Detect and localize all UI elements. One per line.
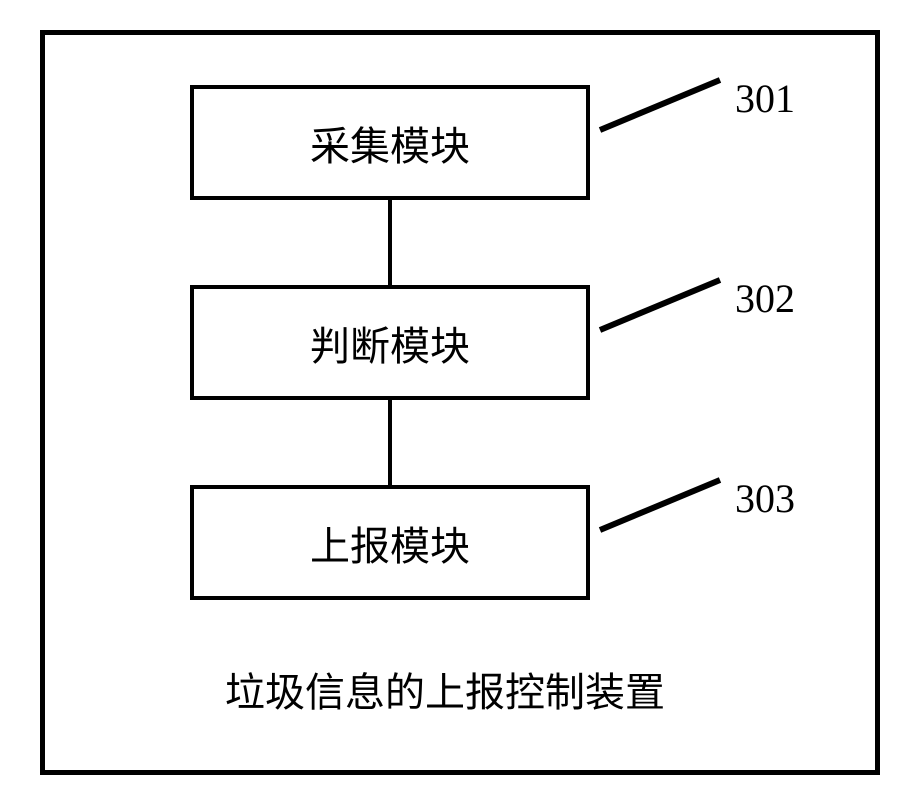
diagram-caption: 垃圾信息的上报控制装置: [225, 660, 665, 718]
node-label-n3: 303: [735, 475, 795, 522]
